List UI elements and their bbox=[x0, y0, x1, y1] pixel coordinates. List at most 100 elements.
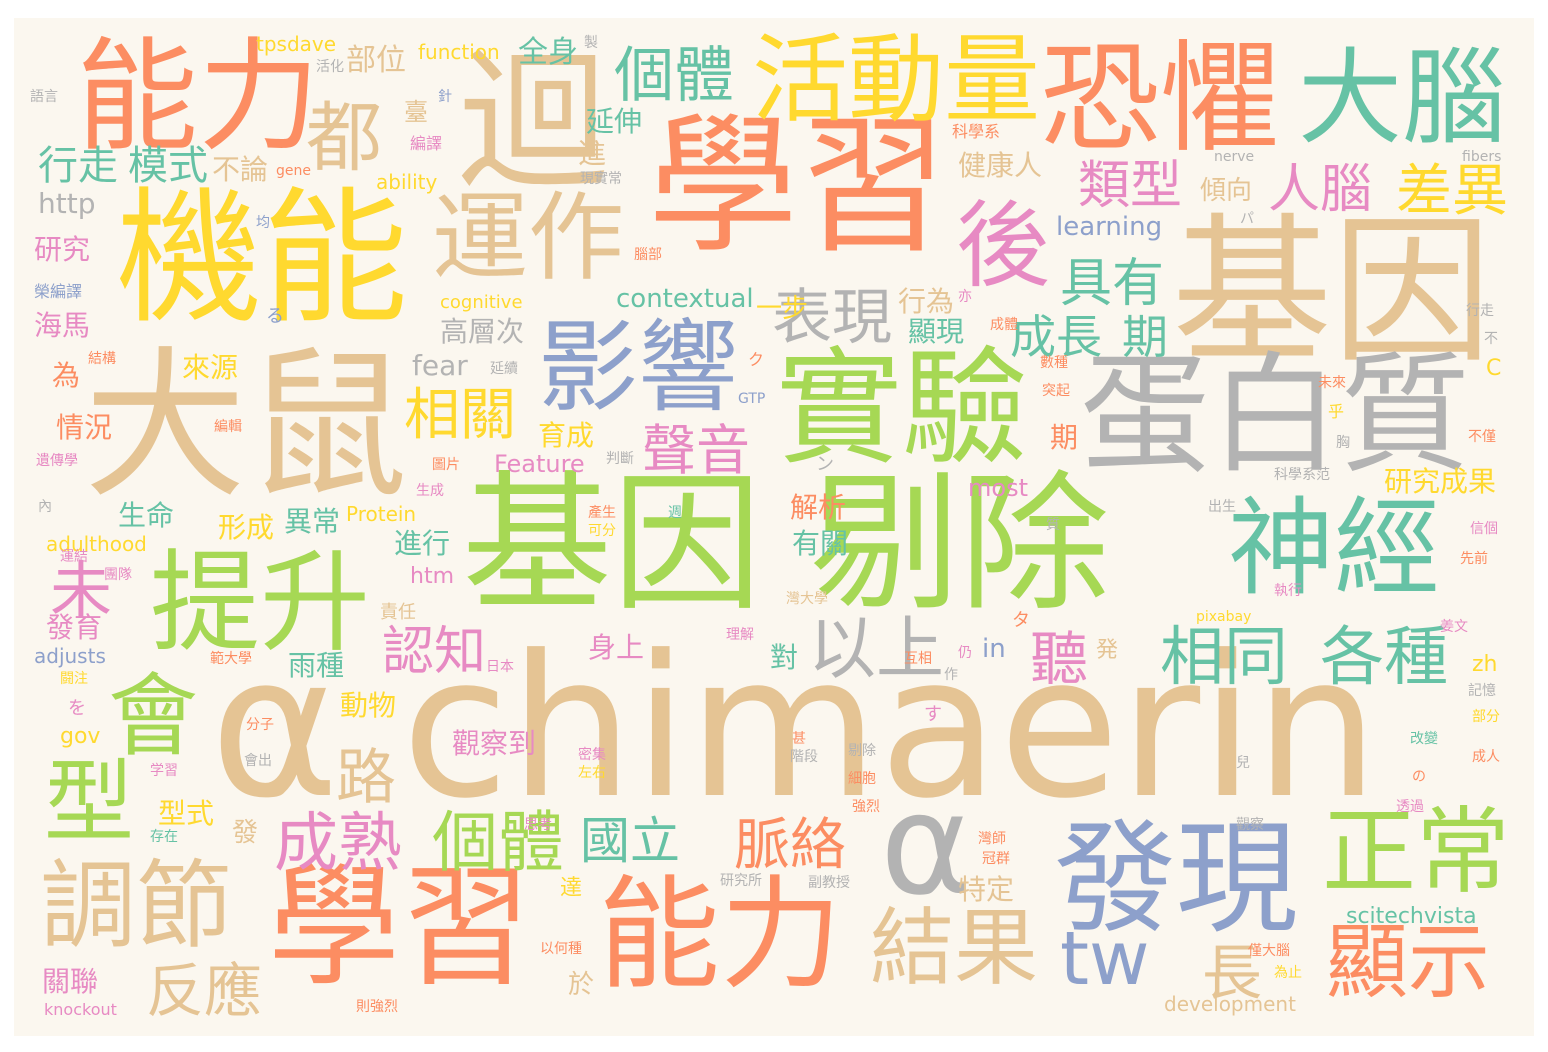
cloud-word: 日本 bbox=[486, 659, 514, 675]
cloud-word: 製 bbox=[584, 35, 598, 51]
cloud-word: nerve bbox=[1214, 149, 1255, 165]
cloud-word: 不僅 bbox=[1468, 429, 1496, 445]
cloud-word: 運作 bbox=[432, 182, 624, 294]
cloud-word: 延伸 bbox=[586, 105, 643, 138]
cloud-word: 圖片 bbox=[432, 457, 460, 473]
cloud-word: 各種 bbox=[1320, 621, 1448, 695]
cloud-word: 顯示 bbox=[1326, 915, 1491, 1010]
cloud-word: 差異 bbox=[1396, 159, 1508, 224]
cloud-word: contextual bbox=[616, 284, 754, 314]
cloud-word: adulthood bbox=[46, 532, 147, 556]
cloud-word: 人腦 bbox=[1268, 160, 1373, 220]
cloud-word: 於 bbox=[568, 970, 595, 1000]
cloud-word: 成熟 bbox=[274, 807, 402, 881]
cloud-word: る bbox=[266, 306, 284, 327]
cloud-word: 為止 bbox=[1274, 965, 1302, 981]
cloud-word: 路 bbox=[336, 743, 396, 813]
cloud-word: 執行 bbox=[1274, 583, 1302, 599]
cloud-word: タ bbox=[1012, 610, 1030, 631]
cloud-word: C bbox=[1486, 356, 1502, 381]
cloud-word: 動物 bbox=[340, 689, 397, 722]
cloud-word: 數種 bbox=[1040, 355, 1068, 371]
cloud-word: Feature bbox=[494, 450, 585, 478]
cloud-word: 迴 bbox=[458, 36, 609, 210]
cloud-word: 腦部 bbox=[634, 247, 662, 263]
cloud-word: 発 bbox=[1096, 638, 1119, 663]
cloud-word: 部分 bbox=[1472, 709, 1500, 725]
cloud-word: 僅大腦 bbox=[1248, 943, 1290, 959]
cloud-word: す bbox=[924, 704, 942, 725]
cloud-word: 來源 bbox=[182, 351, 239, 384]
cloud-word: 雨種 bbox=[288, 649, 345, 682]
cloud-word: 後 bbox=[956, 192, 1051, 301]
cloud-word: 具有 bbox=[1060, 254, 1165, 314]
cloud-word: 國立 bbox=[580, 812, 680, 870]
word-cloud-background bbox=[14, 18, 1534, 1036]
cloud-word: 解析 bbox=[790, 491, 847, 524]
cloud-word: adjusts bbox=[34, 644, 106, 668]
cloud-word: scitechvista bbox=[1346, 904, 1477, 929]
cloud-word: 學習 bbox=[268, 851, 532, 1005]
cloud-word: 大腦 bbox=[1298, 37, 1507, 159]
cloud-word: 一步 bbox=[756, 294, 809, 324]
cloud-word: 編譯 bbox=[410, 134, 443, 153]
cloud-word: 身上 bbox=[588, 631, 645, 664]
cloud-word: 科學系范 bbox=[1274, 467, 1330, 483]
cloud-word: 存在 bbox=[150, 829, 178, 845]
cloud-word: 顯現 bbox=[908, 315, 965, 348]
cloud-word: knockout bbox=[44, 1000, 117, 1019]
cloud-word: 細胞 bbox=[848, 771, 876, 787]
cloud-word: 情況 bbox=[56, 411, 113, 444]
cloud-word: 類型 bbox=[1078, 156, 1183, 216]
cloud-word: 責任 bbox=[380, 602, 416, 623]
cloud-word: 運結 bbox=[60, 549, 88, 565]
cloud-word: 活動量 bbox=[752, 24, 1040, 136]
cloud-word: 認知 bbox=[382, 622, 487, 682]
cloud-word: 團隊 bbox=[104, 567, 132, 583]
cloud-word: ability bbox=[376, 170, 438, 194]
cloud-word: 遺傳學 bbox=[36, 453, 78, 469]
cloud-word: 異常 bbox=[284, 505, 341, 538]
cloud-word: 提升 bbox=[150, 539, 370, 667]
cloud-word: 出生 bbox=[1208, 499, 1236, 515]
cloud-word: function bbox=[418, 40, 500, 64]
cloud-word: 關聯 bbox=[42, 965, 99, 998]
cloud-word: 傾向 bbox=[1200, 176, 1253, 206]
cloud-word: 灣大學 bbox=[786, 591, 828, 607]
cloud-word: 範大學 bbox=[210, 651, 252, 667]
cloud-word: 剔除 bbox=[848, 743, 876, 759]
cloud-word: 現實常 bbox=[580, 171, 622, 187]
cloud-word: 內 bbox=[38, 499, 52, 515]
cloud-word: 則強烈 bbox=[356, 999, 398, 1015]
cloud-word: learning bbox=[1056, 212, 1163, 242]
cloud-word: htm bbox=[410, 564, 454, 589]
cloud-word: 學習 bbox=[648, 100, 949, 274]
cloud-word: 均 bbox=[256, 215, 270, 231]
cloud-word: 行為 bbox=[898, 285, 955, 318]
cloud-word: 判斷 bbox=[606, 451, 634, 467]
cloud-word: 強烈 bbox=[852, 799, 880, 815]
cloud-word: α chimaerin bbox=[210, 614, 1379, 842]
cloud-word: 信個 bbox=[1470, 521, 1498, 537]
cloud-word: 長 bbox=[1202, 939, 1262, 1009]
cloud-word: 姜文 bbox=[1440, 619, 1468, 635]
cloud-word: 模式 bbox=[128, 143, 208, 189]
cloud-word: 先前 bbox=[1460, 551, 1488, 567]
cloud-word: 灣師 bbox=[978, 831, 1006, 847]
cloud-word: 可分 bbox=[588, 523, 616, 539]
cloud-word: 發現 bbox=[1054, 808, 1298, 950]
cloud-word: を bbox=[68, 698, 86, 719]
cloud-word: 週 bbox=[668, 505, 682, 521]
cloud-word: 產生 bbox=[588, 505, 616, 521]
cloud-word: 甚 bbox=[792, 731, 806, 747]
cloud-word: 行走 bbox=[1466, 303, 1494, 319]
cloud-word: 亦 bbox=[958, 289, 972, 305]
cloud-word: 育成 bbox=[538, 419, 595, 452]
cloud-word: 以上 bbox=[808, 610, 945, 689]
cloud-word: pixabay bbox=[1196, 609, 1252, 625]
cloud-word: in bbox=[982, 634, 1006, 664]
cloud-word: 健康人 bbox=[958, 149, 1043, 182]
cloud-word: 進 bbox=[578, 137, 607, 170]
cloud-word: α bbox=[880, 764, 973, 927]
